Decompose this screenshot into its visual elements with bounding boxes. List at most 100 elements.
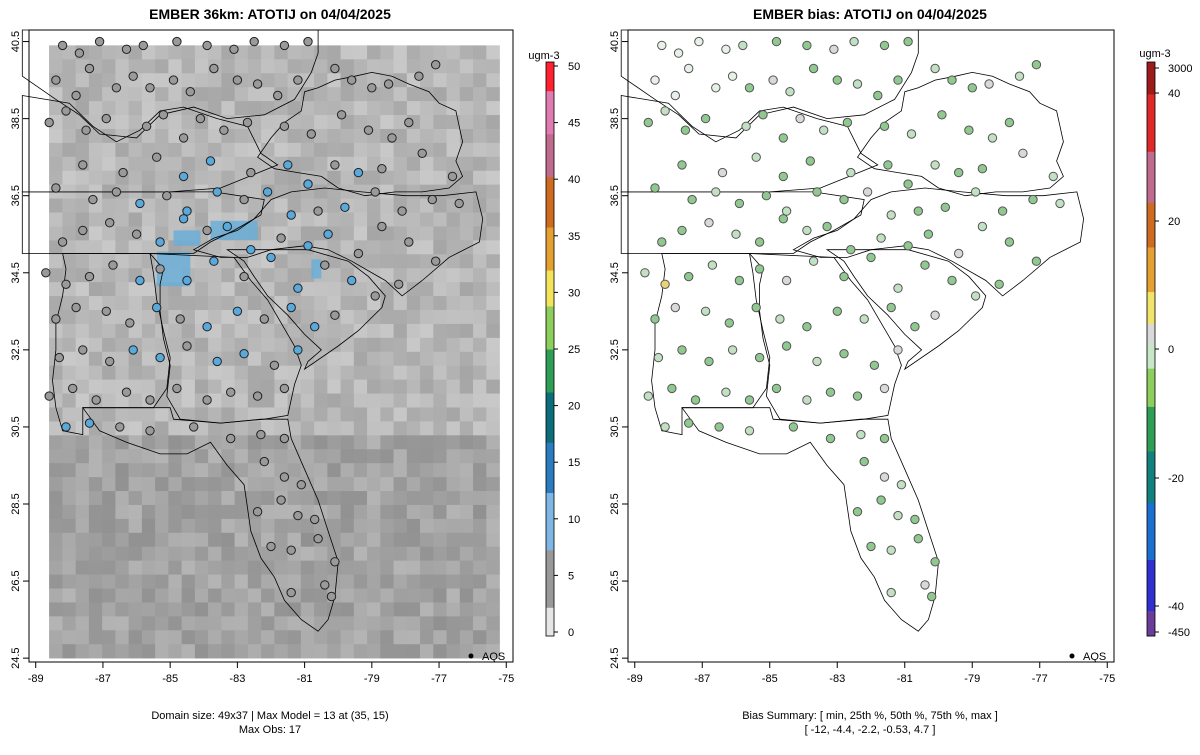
left-x-tick-label: -75 <box>498 673 514 685</box>
model-grid-cell <box>247 616 262 631</box>
model-grid-cell <box>353 59 368 74</box>
model-grid-cell <box>473 449 487 464</box>
model-grid-cell <box>420 337 434 353</box>
station-marker <box>209 63 219 74</box>
model-grid-cell <box>115 101 129 116</box>
model-grid-cell <box>274 184 288 199</box>
model-grid-cell <box>49 170 63 185</box>
model-grid-cell <box>367 546 381 561</box>
model-grid-cell <box>155 310 169 325</box>
station-marker <box>684 418 694 428</box>
model-grid-cell <box>340 477 355 492</box>
model-grid-cell <box>367 212 381 227</box>
right-colorbar-step <box>1147 317 1155 324</box>
model-grid-cell <box>406 435 421 450</box>
model-grid-cell <box>300 630 315 645</box>
model-grid-cell <box>486 45 500 60</box>
station-marker <box>259 314 269 324</box>
model-grid-cell <box>128 379 143 394</box>
model-grid-cell <box>353 323 368 339</box>
model-grid-cell <box>473 282 487 297</box>
model-grid-cell <box>459 546 474 561</box>
model-grid-cell <box>420 59 434 74</box>
station-marker <box>61 422 71 432</box>
model-grid-cell <box>247 101 262 116</box>
model-grid-cell <box>274 393 288 408</box>
model-grid-cell <box>208 198 222 213</box>
station-marker <box>414 71 424 81</box>
model-grid-cell <box>234 379 249 394</box>
station-marker <box>704 218 714 228</box>
model-grid-cell <box>155 574 169 589</box>
model-grid-cell <box>367 59 381 74</box>
model-grid-cell <box>247 407 262 422</box>
model-grid-cell <box>420 630 434 645</box>
model-grid-cell <box>367 532 381 548</box>
model-grid-cell <box>314 477 328 492</box>
model-grid-cell <box>49 198 63 213</box>
model-grid-cell <box>75 491 90 506</box>
model-grid-cell <box>433 115 447 130</box>
model-grid-cell <box>274 365 288 380</box>
model-grid-cell <box>234 142 249 158</box>
model-grid-cell <box>459 240 474 255</box>
station-marker <box>313 206 323 216</box>
model-grid-cell <box>406 310 421 325</box>
right-colorbar-step <box>1147 291 1155 299</box>
model-grid-cell <box>208 115 222 130</box>
model-grid-cell <box>234 407 249 422</box>
station-marker <box>259 456 269 467</box>
model-grid-cell <box>168 87 182 102</box>
model-grid-cell <box>300 532 315 548</box>
model-grid-cell <box>194 630 209 645</box>
station-marker <box>313 534 323 544</box>
model-grid-cell <box>208 518 222 534</box>
model-grid-cell <box>353 560 368 575</box>
model-grid-cell <box>247 142 262 158</box>
model-grid-cell <box>380 184 394 199</box>
model-grid-cell <box>327 518 341 534</box>
model-grid-cell <box>380 87 394 102</box>
station-marker <box>650 314 660 324</box>
model-grid-cell <box>433 323 447 339</box>
model-grid-cell <box>49 532 63 548</box>
model-grid-cell <box>486 323 500 339</box>
station-marker <box>155 237 165 247</box>
model-grid-cell <box>261 337 275 353</box>
right-colorbar-step <box>1147 508 1155 516</box>
model-grid-cell <box>49 560 63 575</box>
model-grid-cell <box>181 59 196 74</box>
model-grid-cell <box>367 421 381 436</box>
model-grid-cell <box>234 449 249 464</box>
model-grid-cell <box>287 170 302 185</box>
model-grid-cell <box>247 184 262 199</box>
model-grid-cell <box>353 491 368 506</box>
station-marker <box>105 356 115 367</box>
model-grid-cell <box>367 101 381 116</box>
right-colorbar-step <box>1147 553 1155 560</box>
model-grid-cell <box>168 463 182 478</box>
model-grid-cell <box>141 463 156 478</box>
model-grid-cell <box>49 588 63 603</box>
left-colorbar-step <box>546 549 554 558</box>
model-grid-cell <box>300 574 315 589</box>
right-colorbar-step <box>1147 412 1155 420</box>
model-grid-cell <box>221 518 235 534</box>
model-grid-cell <box>155 73 169 88</box>
model-grid-cell <box>380 546 394 561</box>
model-grid-cell <box>75 504 90 520</box>
model-grid-cell <box>433 477 447 492</box>
model-grid-cell <box>208 337 222 353</box>
model-grid-cell <box>62 170 76 185</box>
station-marker <box>700 306 711 316</box>
model-grid-cell <box>433 226 447 241</box>
left-colorbar-step <box>546 478 554 486</box>
model-grid-cell <box>300 491 315 506</box>
model-grid-cell <box>433 644 447 659</box>
model-grid-cell <box>314 310 328 325</box>
model-grid-cell <box>274 532 288 548</box>
station-marker <box>232 75 243 85</box>
station-marker <box>370 187 380 197</box>
station-marker <box>135 275 145 286</box>
left-colorbar-step <box>546 341 554 350</box>
